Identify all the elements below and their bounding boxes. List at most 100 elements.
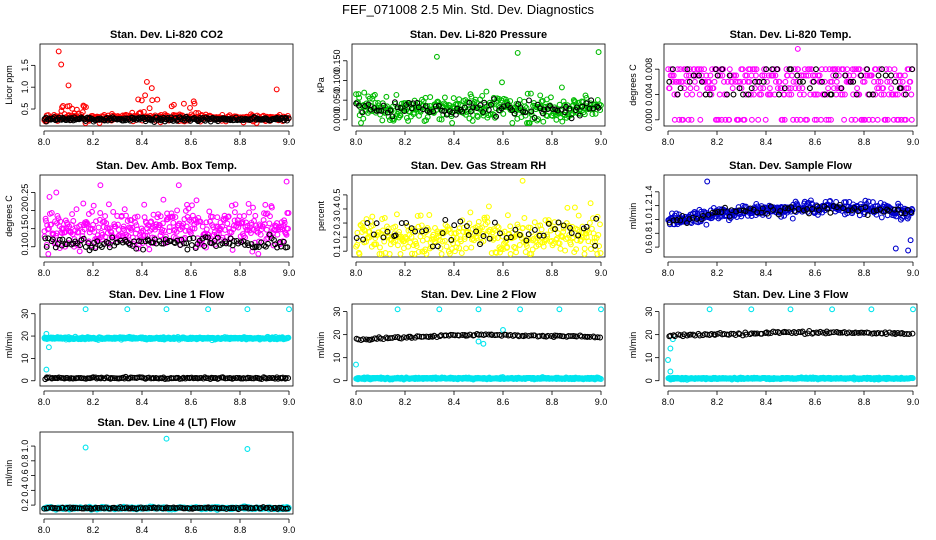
- data-point: [213, 231, 220, 238]
- data-point: [367, 106, 374, 113]
- data-point: [359, 109, 366, 116]
- data-point: [707, 72, 714, 79]
- data-point: [438, 116, 445, 123]
- data-point: [381, 238, 388, 245]
- data-point: [66, 237, 72, 243]
- panel-title: Stan. Dev. Sample Flow: [729, 160, 852, 172]
- data-point: [193, 197, 200, 204]
- data-point: [693, 85, 700, 92]
- data-point: [864, 212, 871, 219]
- data-point: [743, 331, 750, 338]
- data-point: [681, 85, 688, 92]
- x-tick-label: 8.8: [546, 397, 559, 407]
- data-point: [795, 85, 802, 92]
- data-point: [902, 116, 909, 123]
- x-tick-label: 8.2: [711, 137, 724, 147]
- data-point: [187, 104, 193, 111]
- data-point: [211, 237, 218, 244]
- data-point: [95, 224, 102, 231]
- series-subset: [666, 201, 915, 226]
- data-point: [770, 72, 777, 79]
- data-point: [806, 210, 812, 217]
- data-point: [776, 91, 782, 98]
- data-point: [726, 72, 733, 79]
- data-point: [842, 72, 849, 79]
- data-point: [204, 234, 211, 241]
- data-point: [230, 226, 237, 233]
- x-tick-label: 8.0: [38, 268, 51, 278]
- data-point: [888, 85, 895, 92]
- data-point: [910, 306, 916, 313]
- data-point: [793, 116, 800, 123]
- data-point: [568, 333, 574, 340]
- data-point: [121, 206, 128, 213]
- data-point: [473, 99, 480, 106]
- data-point: [401, 108, 408, 115]
- data-point: [885, 207, 892, 214]
- data-point: [571, 204, 578, 211]
- data-point: [509, 120, 516, 126]
- data-point: [97, 182, 104, 189]
- data-point: [834, 85, 841, 92]
- data-point: [483, 88, 490, 95]
- data-point: [436, 116, 443, 123]
- data-point: [894, 91, 901, 98]
- y-tick-label: 1.2: [644, 199, 654, 212]
- data-point: [796, 78, 803, 85]
- data-point: [378, 107, 385, 114]
- data-point: [687, 66, 693, 73]
- data-point: [810, 78, 817, 85]
- data-point: [762, 116, 769, 123]
- data-point: [285, 334, 292, 341]
- x-tick-label: 8.2: [399, 268, 412, 278]
- data-point: [531, 226, 538, 233]
- data-point: [696, 91, 703, 98]
- data-point: [544, 332, 551, 339]
- data-point: [711, 331, 718, 338]
- data-point: [884, 78, 891, 85]
- data-point: [224, 220, 231, 227]
- data-point: [520, 108, 527, 115]
- data-point: [519, 224, 526, 231]
- data-point: [710, 85, 717, 92]
- data-point: [854, 85, 861, 92]
- data-point: [905, 85, 912, 92]
- data-point: [803, 72, 810, 79]
- data-point: [850, 72, 857, 79]
- data-point: [817, 328, 824, 335]
- data-point: [586, 105, 593, 112]
- data-point: [118, 212, 125, 219]
- data-point: [487, 101, 494, 108]
- data-point: [909, 375, 916, 382]
- data-point: [876, 66, 883, 73]
- data-point: [138, 97, 145, 104]
- data-point: [886, 66, 893, 73]
- data-point: [485, 331, 492, 338]
- data-point: [717, 72, 723, 79]
- data-point: [522, 332, 529, 339]
- data-point: [885, 91, 892, 98]
- data-point: [786, 91, 793, 98]
- data-point: [435, 102, 442, 109]
- data-point: [736, 331, 743, 338]
- data-point: [702, 78, 708, 85]
- data-point: [263, 375, 270, 382]
- data-point: [748, 306, 755, 313]
- data-point: [170, 101, 177, 108]
- data-point: [412, 228, 419, 235]
- data-point: [853, 91, 860, 98]
- data-point: [758, 330, 765, 337]
- data-point: [740, 78, 747, 85]
- data-point: [709, 209, 716, 216]
- data-point: [500, 103, 507, 110]
- data-point: [892, 245, 899, 252]
- data-point: [393, 91, 400, 98]
- data-point: [855, 329, 862, 336]
- x-tick-label: 8.6: [809, 268, 822, 278]
- data-point: [698, 78, 705, 85]
- data-point: [783, 329, 790, 336]
- data-point: [160, 374, 167, 381]
- data-point: [671, 91, 678, 98]
- data-point: [519, 177, 526, 184]
- data-point: [285, 225, 291, 232]
